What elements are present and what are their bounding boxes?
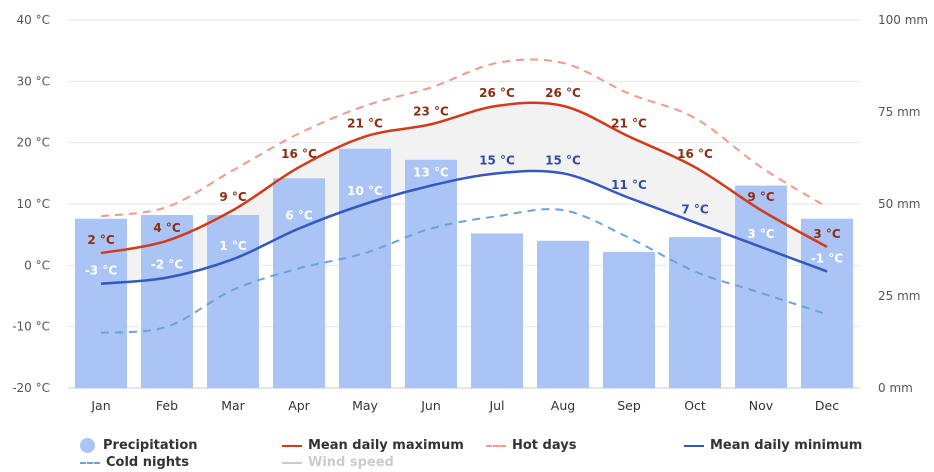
category-label-aug: Aug [551, 398, 575, 413]
legend-mean-daily-maximum[interactable]: Mean daily maximum [282, 438, 464, 453]
mean-daily-maximum-line [100, 101, 828, 255]
min-label-jul: 15 °C [479, 153, 515, 167]
temperature-range-band [101, 102, 827, 284]
right-tick-label: 25 mm [878, 289, 920, 303]
min-data-labels: -3 °C -2 °C 1 °C 6 °C 10 °C 13 °C 15 °C 15 °C 11… [85, 153, 844, 277]
min-label-nov: 3 °C [747, 227, 775, 241]
category-label-mar: Mar [221, 398, 245, 413]
legend-label: Mean daily maximum [308, 438, 464, 453]
x-axis-categories: Jan Feb Mar Apr May Jun Jul Aug Sep Oct Nov Dec [90, 398, 839, 413]
precipitation-bar-jun [405, 159, 457, 388]
right-axis-ticks: 100 mm 75 mm 50 mm 25 mm 0 mm [878, 13, 928, 395]
precipitation-bar-feb [141, 215, 193, 388]
legend-label: Mean daily minimum [710, 438, 863, 453]
right-tick-label: 0 mm [878, 381, 913, 395]
max-label-mar: 9 °C [219, 190, 247, 204]
solid-line-icon [282, 461, 302, 464]
min-label-apr: 6 °C [285, 209, 313, 223]
legend-hot-days[interactable]: Hot days [486, 438, 576, 453]
precipitation-bar-dec [801, 218, 853, 388]
min-label-aug: 15 °C [545, 153, 581, 167]
mean-daily-minimum-line [100, 169, 828, 285]
category-label-jun: Jun [420, 398, 441, 413]
max-label-apr: 16 °C [281, 147, 317, 161]
legend-label: Cold nights [106, 455, 189, 470]
precipitation-bar-jan [75, 218, 127, 388]
precipitation-bar-mar [207, 215, 259, 388]
legend-mean-daily-minimum[interactable]: Mean daily minimum [684, 438, 862, 453]
precipitation-bar-may [339, 148, 391, 388]
series-lines [100, 58, 828, 334]
min-label-oct: 7 °C [681, 202, 709, 216]
left-tick-label: 0 °C [24, 258, 50, 272]
max-label-jan: 2 °C [87, 233, 115, 247]
max-label-may: 21 °C [347, 117, 383, 131]
max-label-dec: 3 °C [813, 227, 841, 241]
category-label-jan: Jan [90, 398, 110, 413]
max-data-labels: 2 °C 4 °C 9 °C 16 °C 21 °C 23 °C 26 °C 26 °C 21 … [87, 86, 841, 247]
legend-precipitation[interactable]: Precipitation [80, 438, 198, 453]
category-label-jul: Jul [488, 398, 504, 413]
solid-line-icon [684, 444, 704, 447]
cold-nights-line [100, 208, 828, 334]
left-tick-label: 20 °C [17, 136, 50, 150]
legend-label: Precipitation [103, 438, 198, 453]
category-label-oct: Oct [684, 398, 706, 413]
max-label-jul: 26 °C [479, 86, 515, 100]
legend-cold-nights[interactable]: Cold nights [80, 455, 189, 470]
legend: Precipitation Mean daily maximum Hot day… [80, 436, 880, 472]
min-label-jun: 13 °C [413, 166, 449, 180]
right-tick-label: 100 mm [878, 13, 928, 27]
left-tick-label: -20 °C [12, 381, 50, 395]
category-label-feb: Feb [156, 398, 178, 413]
min-label-sep: 11 °C [611, 178, 647, 192]
min-label-dec: -1 °C [811, 251, 844, 265]
right-tick-label: 75 mm [878, 105, 920, 119]
min-label-jan: -3 °C [85, 264, 118, 278]
solid-line-icon [282, 444, 302, 447]
left-tick-label: -10 °C [12, 320, 50, 334]
left-tick-label: 30 °C [17, 74, 50, 88]
precipitation-bar-oct [669, 237, 721, 388]
legend-label: Wind speed [308, 455, 394, 470]
category-label-apr: Apr [288, 398, 310, 413]
right-tick-label: 50 mm [878, 197, 920, 211]
max-label-aug: 26 °C [545, 86, 581, 100]
hot-days-line [100, 58, 828, 218]
category-label-nov: Nov [749, 398, 774, 413]
category-label-dec: Dec [815, 398, 839, 413]
legend-label: Hot days [512, 438, 577, 453]
temperature-band [101, 102, 827, 284]
precipitation-bar-sep [603, 251, 655, 388]
max-label-nov: 9 °C [747, 190, 775, 204]
precipitation-bar-apr [273, 178, 325, 388]
max-label-sep: 21 °C [611, 117, 647, 131]
left-axis-ticks: 40 °C 30 °C 20 °C 10 °C 0 °C -10 °C -20 °C [12, 13, 50, 395]
dashed-line-icon [80, 461, 100, 464]
max-label-feb: 4 °C [153, 221, 181, 235]
precipitation-bar-jul [471, 233, 523, 388]
precipitation-bars [75, 148, 853, 388]
left-tick-label: 10 °C [17, 197, 50, 211]
precipitation-bar-aug [537, 240, 589, 388]
category-label-may: May [352, 398, 378, 413]
max-label-oct: 16 °C [677, 147, 713, 161]
min-label-may: 10 °C [347, 184, 383, 198]
precipitation-marker-icon [80, 438, 95, 453]
left-tick-label: 40 °C [17, 13, 50, 27]
min-label-mar: 1 °C [219, 239, 247, 253]
category-label-sep: Sep [617, 398, 641, 413]
max-label-jun: 23 °C [413, 104, 449, 118]
dashed-line-icon [486, 444, 506, 447]
legend-wind-speed[interactable]: Wind speed [282, 455, 394, 470]
min-label-feb: -2 °C [151, 258, 184, 272]
